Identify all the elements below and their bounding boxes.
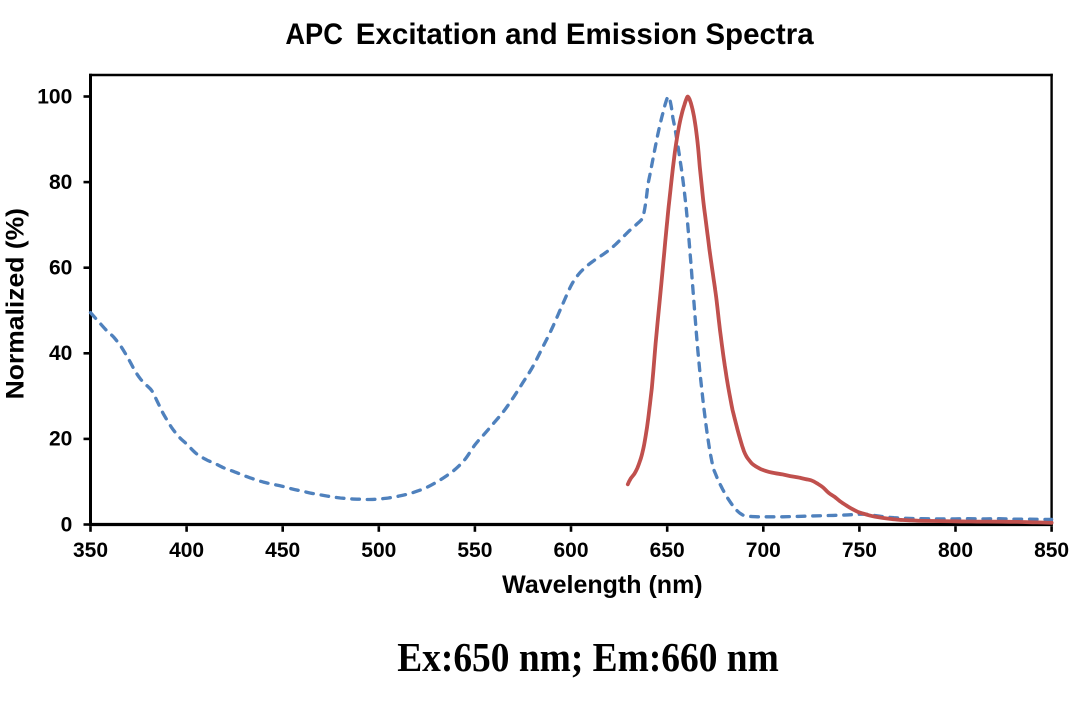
svg-text:Ex:650 nm; Em:660 nm: Ex:650 nm; Em:660 nm: [397, 634, 779, 680]
svg-text:20: 20: [49, 428, 72, 451]
svg-text:Normalized (%): Normalized (%): [1, 208, 29, 399]
svg-text:Wavelength (nm): Wavelength (nm): [502, 571, 702, 599]
svg-text:Excitation and Emission Spectr: Excitation and Emission Spectra: [356, 18, 814, 51]
svg-text:40: 40: [49, 342, 72, 365]
svg-text:350: 350: [73, 539, 108, 562]
svg-text:850: 850: [1034, 539, 1069, 562]
svg-text:750: 750: [842, 539, 877, 562]
svg-text:500: 500: [361, 539, 396, 562]
svg-text:400: 400: [169, 539, 204, 562]
svg-text:700: 700: [746, 539, 781, 562]
svg-text:APC: APC: [285, 18, 343, 51]
svg-text:650: 650: [650, 539, 685, 562]
svg-text:0: 0: [61, 513, 73, 536]
svg-text:600: 600: [553, 539, 588, 562]
svg-text:550: 550: [457, 539, 492, 562]
svg-text:800: 800: [938, 539, 973, 562]
svg-text:80: 80: [49, 171, 72, 194]
svg-text:60: 60: [49, 257, 72, 280]
svg-text:450: 450: [265, 539, 300, 562]
svg-text:100: 100: [37, 85, 72, 108]
